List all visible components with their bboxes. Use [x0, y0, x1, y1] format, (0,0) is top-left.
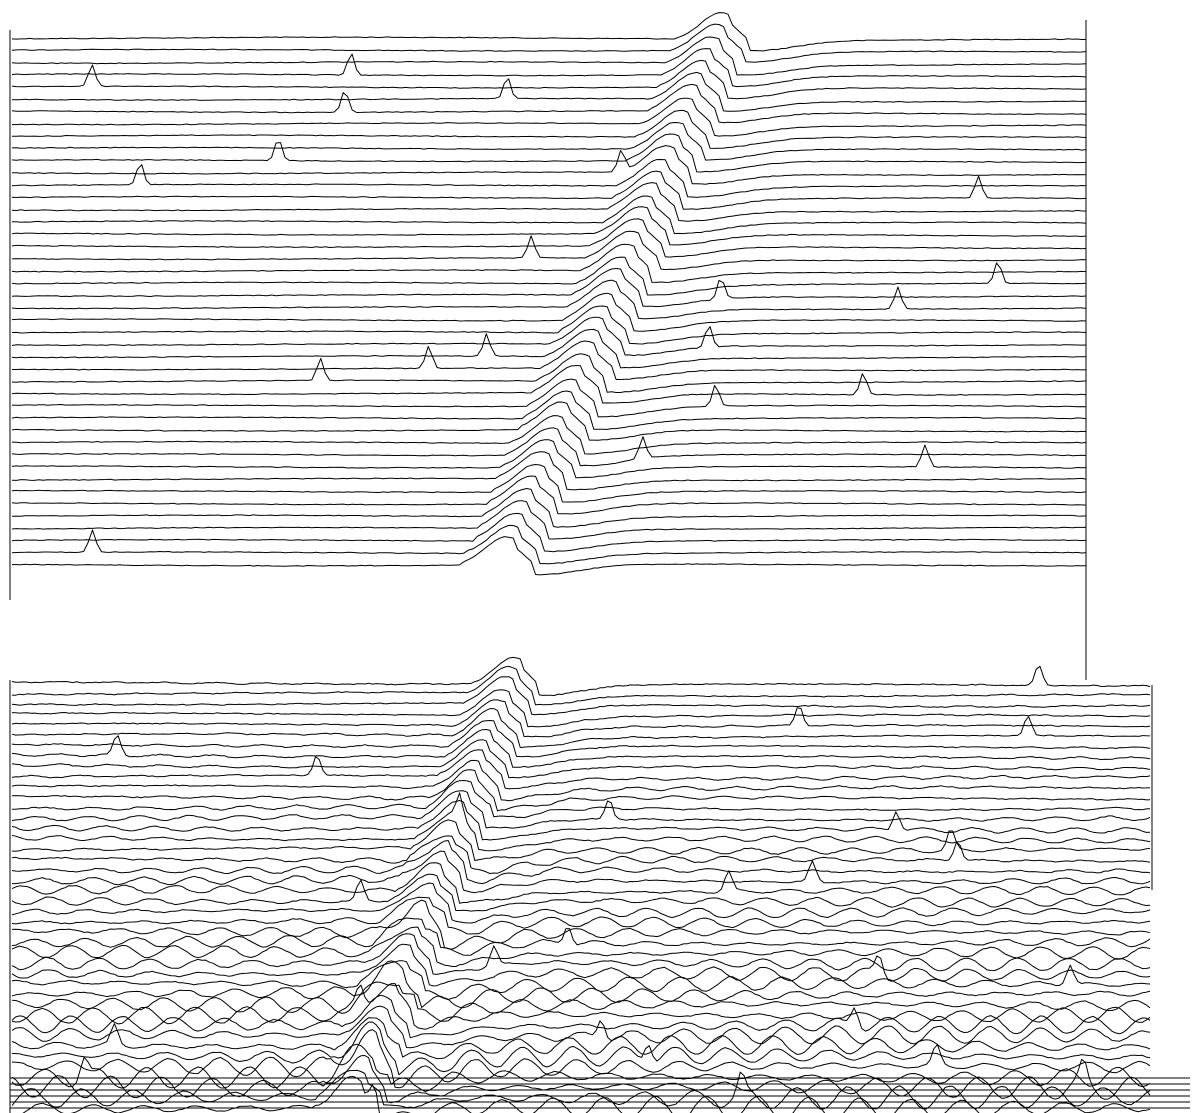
lower-trace-42 [22, 1076, 1151, 1113]
upper-trace-12 [11, 145, 1087, 185]
lower-trace-37 [11, 1021, 1151, 1076]
lower-trace-41 [11, 1069, 1151, 1110]
upper-trace-41 [11, 500, 1086, 540]
lower-trace-9 [11, 739, 1151, 779]
lower-trace-1 [11, 656, 1151, 696]
lower-trace-7 [11, 720, 1151, 758]
lower-trace-16 [11, 792, 1151, 852]
lower-trace-36 [11, 1017, 1151, 1060]
upper-trace-8 [12, 97, 1087, 137]
upper-trace-1 [11, 12, 1087, 52]
lower-trace-21 [11, 862, 1151, 904]
upper-trace-27 [11, 328, 1086, 369]
lower-trace-8 [11, 729, 1151, 768]
upper-trace-43 [11, 524, 1087, 565]
upper-trace-14 [11, 170, 1087, 210]
lower-trace-33 [11, 983, 1151, 1030]
upper-trace-28 [12, 340, 1087, 380]
lower-trace-29 [11, 943, 1151, 987]
lower-trace-12 [11, 769, 1151, 812]
upper-trace-34 [11, 415, 1087, 455]
upper-trace-9 [11, 109, 1087, 149]
upper-trace-7 [11, 83, 1087, 124]
lower-trace-23 [11, 882, 1151, 924]
upper-trace-39 [11, 475, 1087, 515]
lower-trace-14 [11, 790, 1151, 829]
lower-trace-10 [11, 749, 1151, 790]
upper-trace-30 [11, 365, 1087, 404]
lower-trace-18 [11, 835, 1151, 874]
upper-trace-5 [11, 59, 1087, 100]
upper-trace-20 [11, 243, 1087, 283]
lower-trace-25 [11, 899, 1151, 950]
lower-trace-34 [11, 994, 1151, 1039]
upper-trace-15 [11, 182, 1087, 222]
lower-trace-3 [11, 676, 1151, 716]
upper-trace-24 [11, 292, 1087, 332]
upper-trace-3 [11, 36, 1087, 76]
lower-trace-22 [11, 873, 1151, 912]
upper-trace-16 [11, 195, 1087, 235]
upper-trace-32 [11, 390, 1087, 430]
lower-trace-39 [11, 1043, 1151, 1092]
upper-trace-33 [11, 401, 1087, 441]
lower-trace-17 [12, 819, 1151, 861]
upper-trace-18 [11, 218, 1087, 258]
upper-trace-13 [11, 159, 1087, 198]
lower-trace-27 [11, 926, 1151, 967]
upper-trace-17 [11, 206, 1087, 246]
lower-trace-24 [11, 896, 1151, 935]
upper-panel [9, 12, 1087, 680]
lower-trace-20 [12, 850, 1151, 894]
lower-trace-2 [11, 665, 1151, 706]
upper-trace-44 [12, 536, 1087, 576]
upper-trace-21 [11, 256, 1087, 296]
upper-trace-6 [11, 71, 1087, 112]
lower-trace-15 [11, 800, 1151, 841]
upper-trace-10 [11, 122, 1087, 161]
lower-trace-6 [11, 708, 1151, 749]
lower-trace-35 [11, 1005, 1151, 1049]
upper-trace-2 [11, 23, 1087, 63]
lower-trace-30 [11, 960, 1151, 1001]
lower-trace-31 [11, 960, 1151, 1009]
lower-trace-38 [11, 1029, 1151, 1089]
upper-trace-35 [11, 427, 1087, 467]
lower-trace-28 [11, 933, 1151, 975]
upper-trace-40 [11, 488, 1087, 528]
upper-trace-31 [11, 378, 1087, 418]
lower-trace-32 [11, 981, 1151, 1022]
upper-trace-23 [11, 279, 1087, 320]
lower-trace-5 [11, 699, 1151, 738]
upper-trace-11 [11, 133, 1086, 173]
upper-trace-19 [11, 230, 1087, 271]
upper-trace-38 [11, 464, 1087, 503]
lower-panel [9, 656, 1190, 1113]
lower-trace-19 [11, 840, 1151, 884]
upper-trace-26 [11, 316, 1087, 357]
lower-trace-4 [11, 689, 1151, 728]
upper-trace-29 [11, 353, 1087, 393]
lower-trace-13 [12, 780, 1151, 819]
upper-trace-22 [11, 268, 1087, 308]
upper-trace-4 [11, 48, 1087, 88]
upper-trace-36 [11, 439, 1087, 479]
lower-trace-11 [11, 759, 1151, 802]
upper-trace-25 [11, 305, 1087, 345]
upper-trace-42 [11, 512, 1087, 553]
upper-trace-37 [11, 451, 1087, 491]
lower-trace-26 [11, 917, 1151, 956]
